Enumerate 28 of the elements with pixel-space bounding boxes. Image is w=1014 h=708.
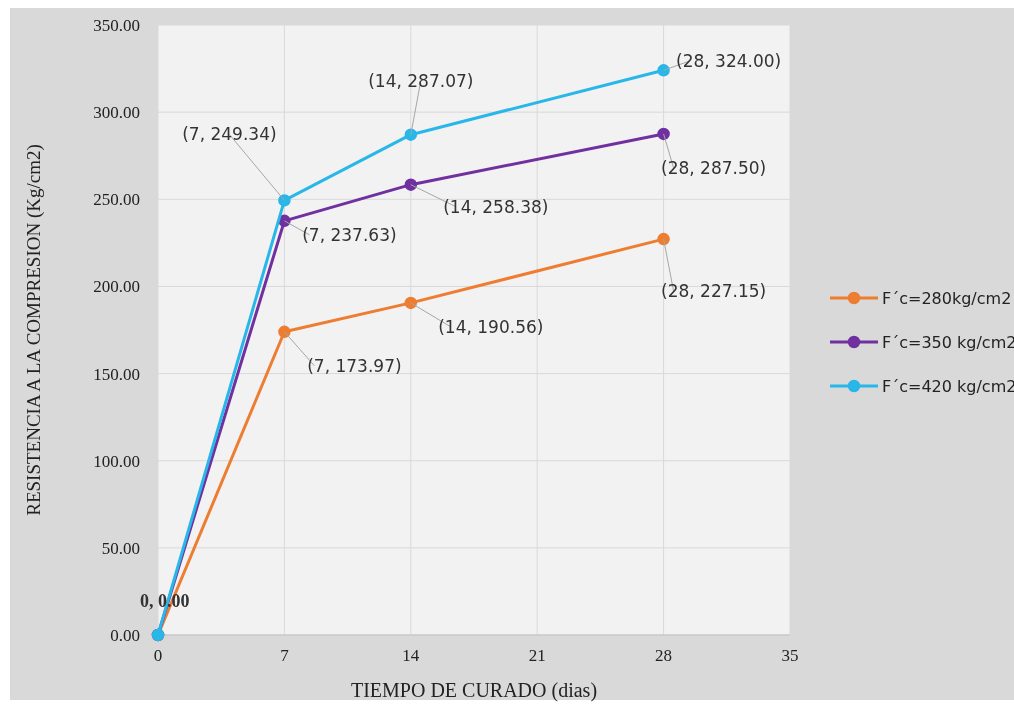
y-tick-label: 200.00 bbox=[93, 277, 140, 297]
x-tick-label: 7 bbox=[280, 646, 290, 665]
y-axis-title: RESISTENCIA A LA COMPRESION (Kg/cm2) bbox=[23, 144, 45, 516]
x-tick-label: 0 bbox=[153, 646, 163, 665]
x-tick-label: 21 bbox=[528, 646, 546, 665]
data-label: (28, 324.00) bbox=[676, 51, 782, 72]
data-label: (14, 190.56) bbox=[438, 316, 544, 337]
legend-label: F´c=350 kg/cm2 bbox=[882, 333, 1014, 352]
y-tick-label: 250.00 bbox=[93, 190, 140, 210]
data-label: (28, 227.15) bbox=[661, 281, 767, 302]
legend-label: F´c=420 kg/cm2 bbox=[882, 377, 1014, 396]
y-tick-label: 300.00 bbox=[93, 103, 140, 123]
x-axis-title: TIEMPO DE CURADO (dias) bbox=[350, 679, 598, 702]
data-label: (14, 258.38) bbox=[443, 196, 549, 217]
data-label: (7, 173.97) bbox=[307, 355, 402, 376]
x-tick-label: 28 bbox=[655, 646, 673, 665]
data-label: (7, 237.63) bbox=[302, 224, 397, 245]
data-label: (14, 287.07) bbox=[368, 70, 474, 91]
data-label: (7, 249.34) bbox=[182, 124, 277, 145]
y-tick-label: 350.00 bbox=[93, 16, 140, 35]
x-tick-label: 14 bbox=[402, 646, 420, 665]
legend-label: F´c=280kg/cm2 bbox=[882, 289, 1012, 308]
x-tick-label: 35 bbox=[781, 646, 799, 665]
y-tick-label: 150.00 bbox=[93, 364, 140, 384]
y-tick-label: 50.00 bbox=[101, 538, 140, 558]
y-tick-label: 100.00 bbox=[93, 451, 140, 471]
data-label: (28, 287.50) bbox=[661, 157, 767, 178]
y-tick-label: 0.00 bbox=[110, 626, 140, 645]
